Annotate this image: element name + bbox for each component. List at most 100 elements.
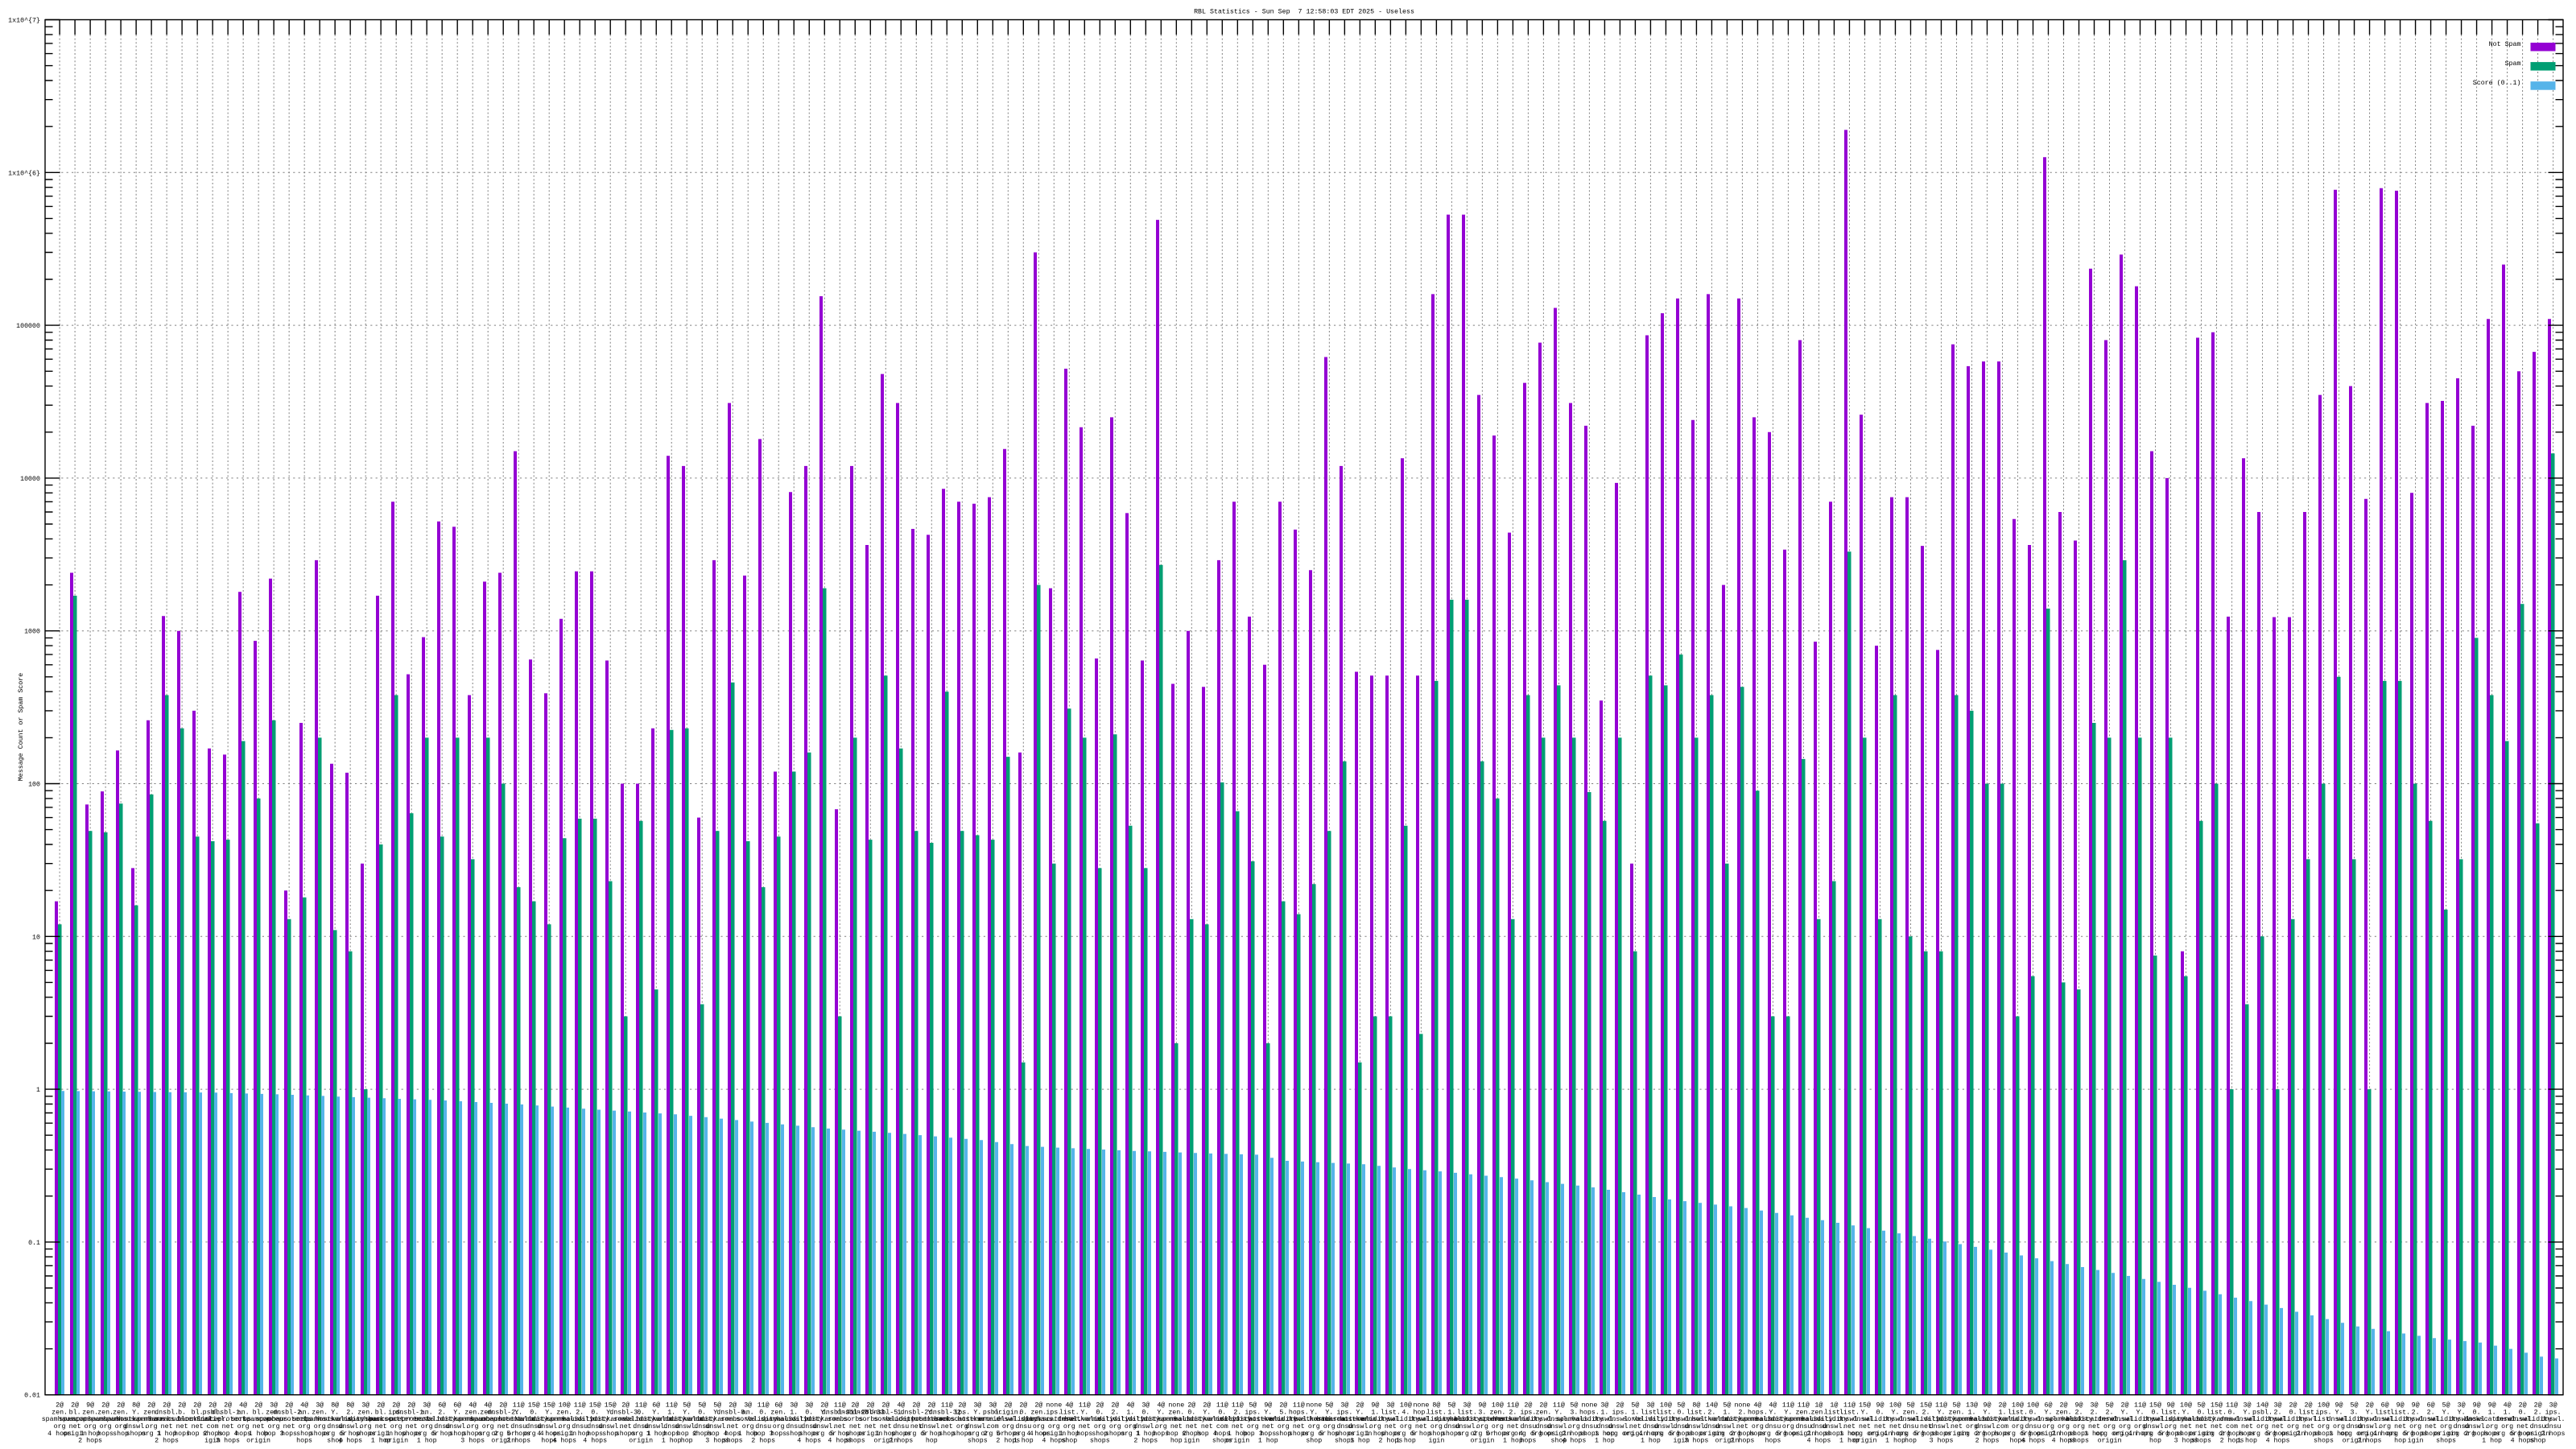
svg-text:psbl.: psbl. — [203, 1408, 223, 1416]
svg-text:1 hop: 1 hop — [371, 1437, 391, 1445]
svg-text:dnsu: dnsu — [2545, 1422, 2562, 1430]
svg-text:dnswl.: dnswl. — [919, 1422, 943, 1430]
svg-text:list.: list. — [1641, 1408, 1661, 1416]
svg-text:0.: 0. — [759, 1409, 767, 1416]
svg-text:com: com — [987, 1423, 999, 1430]
svg-text:3@: 3@ — [2244, 1402, 2252, 1410]
svg-text:0.: 0. — [2152, 1409, 2160, 1416]
svg-text:shops: shops — [1931, 1430, 1951, 1438]
svg-text:1 hop: 1 hop — [1059, 1430, 1080, 1438]
svg-text:dnswl.: dnswl. — [2113, 1415, 2137, 1423]
svg-text:9@: 9@ — [86, 1402, 94, 1410]
svg-text:4 hops: 4 hops — [1562, 1437, 1586, 1445]
svg-text:hops: hops — [2484, 1430, 2500, 1438]
svg-text:dnswl.: dnswl. — [965, 1422, 989, 1430]
svg-text:spamhaus.: spamhaus. — [88, 1415, 124, 1423]
svg-text:hop: hop — [1170, 1437, 1183, 1445]
svg-text:shops: shops — [1289, 1430, 1309, 1438]
svg-text:list.: list. — [2298, 1408, 2318, 1416]
svg-text:shop: shop — [1550, 1437, 1567, 1445]
svg-text:origin: origin — [1623, 1430, 1647, 1438]
svg-text:list.: list. — [2207, 1408, 2227, 1416]
svg-text:1 hop: 1 hop — [1595, 1430, 1615, 1438]
svg-text:org or: org or — [980, 1430, 1005, 1438]
svg-text:list.: list. — [1839, 1408, 1860, 1416]
svg-text:6@: 6@ — [2381, 1402, 2389, 1410]
svg-text:100000: 100000 — [16, 323, 40, 330]
svg-text:1 hop: 1 hop — [157, 1430, 177, 1438]
svg-text:Y.: Y. — [652, 1409, 660, 1416]
svg-text:org: org — [559, 1423, 571, 1430]
svg-text:3@: 3@ — [805, 1402, 813, 1410]
svg-text:2@: 2@ — [2534, 1402, 2542, 1410]
svg-text:5 hop: 5 hop — [341, 1430, 361, 1438]
svg-text:dnswl.: dnswl. — [2419, 1415, 2443, 1423]
svg-text:list.: list. — [2375, 1408, 2395, 1416]
svg-text:5 hops: 5 hops — [2159, 1430, 2183, 1438]
svg-text:4 hops: 4 hops — [797, 1437, 821, 1445]
svg-text:hostkarma.: hostkarma. — [636, 1415, 676, 1423]
svg-text:Y.: Y. — [2335, 1409, 2343, 1416]
svg-text:5 hop: 5 hop — [432, 1430, 452, 1438]
svg-text:shops: shops — [1335, 1437, 1355, 1445]
svg-text:validity.: validity. — [2275, 1415, 2311, 1423]
svg-text:org org: org org — [1851, 1430, 1879, 1438]
svg-text:origin: origin — [1699, 1430, 1724, 1438]
svg-text:backscatterer.: backscatterer. — [2066, 1415, 2123, 1423]
svg-text:validity.: validity. — [1648, 1415, 1684, 1423]
svg-text:spamhaus.: spamhaus. — [1158, 1415, 1195, 1423]
svg-text:shops: shops — [2176, 1430, 2196, 1438]
svg-text:2 hops: 2 hops — [2220, 1430, 2244, 1438]
svg-text:dnsbl-2.: dnsbl-2. — [487, 1408, 519, 1416]
svg-text:hops: hops — [587, 1430, 603, 1438]
svg-text:15@: 15@ — [528, 1402, 540, 1410]
svg-text:dnswl.: dnswl. — [675, 1422, 699, 1430]
svg-text:Not Spam: Not Spam — [2489, 41, 2521, 48]
svg-text:net: net — [176, 1423, 188, 1430]
svg-text:zen.: zen. — [2056, 1409, 2072, 1416]
svg-text:2@: 2@ — [1019, 1402, 1027, 1410]
svg-text:validity.: validity. — [745, 1415, 782, 1423]
svg-text:org: org — [360, 1423, 372, 1430]
svg-text:spamhaus.: spamhaus. — [42, 1415, 78, 1423]
svg-text:spamhaus.: spamhaus. — [1740, 1415, 1776, 1423]
svg-text:net: net — [941, 1423, 953, 1430]
svg-text:3.: 3. — [1478, 1409, 1486, 1416]
svg-text:0.: 0. — [530, 1409, 538, 1416]
svg-text:org: org — [467, 1423, 479, 1430]
svg-text:2@: 2@ — [2060, 1402, 2068, 1410]
svg-text:org org: org org — [1713, 1430, 1741, 1438]
svg-text:2@: 2@ — [499, 1402, 507, 1410]
svg-text:org: org — [1323, 1423, 1335, 1430]
svg-text:zen.: zen. — [52, 1409, 68, 1416]
svg-text:org 2: org 2 — [968, 1430, 988, 1438]
svg-text:backscatterer.: backscatterer. — [934, 1415, 990, 1423]
svg-text:dnsu: dnsu — [1596, 1422, 1612, 1430]
svg-text:11@: 11@ — [513, 1402, 525, 1410]
svg-text:list.: list. — [2008, 1408, 2028, 1416]
svg-text:3 hops: 3 hops — [216, 1437, 240, 1445]
svg-text:org: org — [2256, 1423, 2268, 1430]
svg-text:validity.: validity. — [424, 1415, 460, 1423]
svg-text:net: net — [161, 1423, 173, 1430]
svg-text:dnsbl-33.: dnsbl-33. — [852, 1408, 889, 1416]
svg-text:net: net — [1920, 1423, 1932, 1430]
svg-text:shop: shop — [327, 1437, 343, 1445]
svg-text:hops: hops — [2240, 1430, 2256, 1438]
svg-text:org org: org org — [2340, 1430, 2368, 1438]
svg-text:Y.: Y. — [514, 1409, 522, 1416]
svg-text:Y.: Y. — [683, 1409, 691, 1416]
svg-text:hostkarma.: hostkarma. — [1294, 1415, 1334, 1423]
svg-text:6@: 6@ — [453, 1402, 461, 1410]
svg-text:validity.: validity. — [1097, 1415, 1133, 1423]
svg-text:2@: 2@ — [1004, 1402, 1012, 1410]
svg-text:10@: 10@ — [1492, 1402, 1504, 1410]
svg-text:org: org — [421, 1423, 433, 1430]
svg-text:origin: origin — [2358, 1430, 2382, 1438]
svg-text:shops: shops — [799, 1430, 819, 1438]
svg-text:2@: 2@ — [254, 1402, 262, 1410]
svg-text:org org: org org — [2095, 1430, 2124, 1438]
svg-text:validity.: validity. — [684, 1415, 720, 1423]
svg-text:sorbs.: sorbs. — [736, 1415, 760, 1423]
svg-text:dnsu: dnsu — [1520, 1422, 1536, 1430]
